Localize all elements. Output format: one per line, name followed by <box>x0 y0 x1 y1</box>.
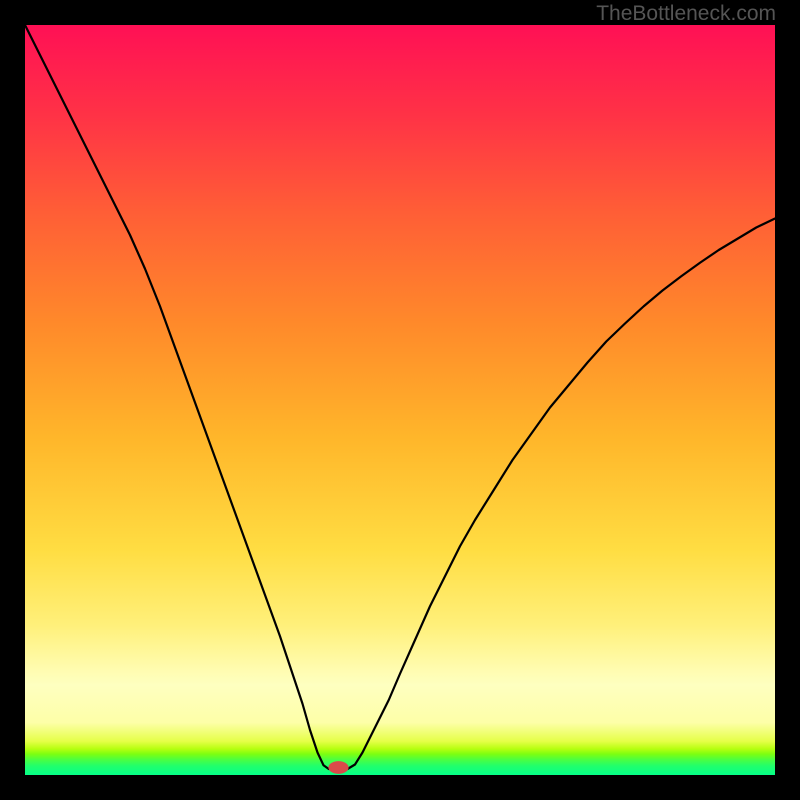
plot-area <box>25 25 775 775</box>
chart-svg: TheBottleneck.com <box>0 0 800 800</box>
bottleneck-chart: TheBottleneck.com <box>0 0 800 800</box>
min-marker <box>328 761 348 774</box>
watermark-text: TheBottleneck.com <box>596 2 776 25</box>
